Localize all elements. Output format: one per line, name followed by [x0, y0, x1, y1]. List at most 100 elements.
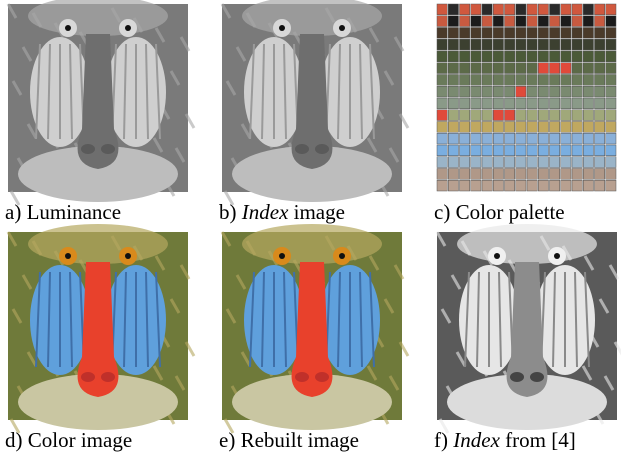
- fur: [225, 308, 237, 324]
- fur: [179, 36, 191, 52]
- palette-cell: [515, 86, 527, 98]
- fur: [393, 36, 405, 52]
- palette-cell: [459, 121, 470, 133]
- palette-cell: [583, 180, 594, 192]
- pupil: [65, 253, 71, 259]
- palette-cell: [526, 168, 538, 180]
- fur: [435, 231, 447, 247]
- palette-cell: [436, 168, 448, 180]
- palette-cell: [515, 97, 527, 109]
- palette-cell: [538, 86, 549, 98]
- fur: [440, 308, 452, 324]
- palette-cell: [560, 50, 572, 62]
- palette-cell: [560, 39, 572, 51]
- palette-cell: [549, 74, 560, 86]
- palette-cell: [481, 74, 493, 86]
- palette-cell: [481, 121, 493, 133]
- palette-cell: [459, 144, 470, 156]
- fur: [9, 190, 21, 206]
- fur: [388, 147, 400, 163]
- caption-italic: Index: [241, 200, 289, 224]
- palette-cell: [481, 156, 493, 168]
- palette-cell: [448, 15, 459, 27]
- nostril: [510, 372, 524, 382]
- fur: [220, 231, 232, 247]
- fur: [154, 27, 166, 43]
- palette-cell: [459, 62, 470, 74]
- palette-cell: [481, 27, 493, 39]
- palette-cell: [571, 156, 583, 168]
- fur: [366, 365, 378, 381]
- fur: [174, 147, 186, 163]
- palette-cell: [515, 133, 527, 145]
- palette-cell: [605, 50, 617, 62]
- forehead: [28, 224, 168, 264]
- palette-cell: [549, 180, 560, 192]
- fur: [179, 264, 191, 280]
- palette-cell: [470, 86, 482, 98]
- caption-italic: Index: [452, 428, 500, 452]
- palette-cell: [515, 62, 527, 74]
- palette-cell: [526, 15, 538, 27]
- fur: [223, 418, 235, 434]
- palette-cell: [504, 97, 515, 109]
- palette-cell: [481, 97, 493, 109]
- image: [220, 0, 410, 206]
- pupil: [279, 253, 285, 259]
- palette-cell: [436, 144, 448, 156]
- nostril: [295, 144, 309, 154]
- pupil: [279, 25, 285, 31]
- nostril: [295, 372, 309, 382]
- pupil: [494, 253, 500, 259]
- cheek-ridge: [261, 43, 265, 140]
- cheek-ridge: [155, 43, 161, 140]
- palette-cell: [571, 168, 583, 180]
- palette-cell: [493, 74, 504, 86]
- caption-text: from [4]: [505, 428, 576, 452]
- palette-cell: [549, 109, 560, 121]
- palette-cell: [605, 74, 617, 86]
- palette-cell: [448, 133, 459, 145]
- palette-cell: [538, 62, 549, 74]
- palette-cell: [583, 39, 594, 51]
- beard: [18, 374, 178, 430]
- palette-cell: [493, 180, 504, 192]
- palette-cell: [504, 62, 515, 74]
- palette-cell: [493, 133, 504, 145]
- pupil: [125, 25, 131, 31]
- palette-cell: [515, 27, 527, 39]
- fur: [613, 341, 621, 356]
- palette-cell: [526, 97, 538, 109]
- fur: [603, 375, 615, 391]
- palette-cell: [448, 62, 459, 74]
- palette-cell: [448, 109, 459, 121]
- palette-cell: [594, 168, 605, 180]
- palette-cell: [436, 109, 448, 121]
- palette-cell: [605, 121, 617, 133]
- palette-cell: [493, 144, 504, 156]
- palette-cell: [504, 3, 515, 15]
- fur: [6, 3, 18, 19]
- palette-cell: [605, 109, 617, 121]
- palette-cell: [583, 144, 594, 156]
- fur: [11, 308, 23, 324]
- pupil: [65, 25, 71, 31]
- palette-cell: [493, 156, 504, 168]
- palette-cell: [526, 133, 538, 145]
- palette-cell: [448, 156, 459, 168]
- palette-cell: [594, 62, 605, 74]
- palette-cell: [436, 97, 448, 109]
- palette-cell: [549, 27, 560, 39]
- fur: [9, 418, 21, 434]
- cheek-ridge: [69, 271, 73, 368]
- fur: [240, 351, 252, 367]
- fur: [223, 190, 235, 206]
- palette-cell: [549, 133, 560, 145]
- fur: [26, 123, 38, 139]
- palette-cell: [571, 3, 583, 15]
- palette-cell: [436, 62, 448, 74]
- image: [220, 224, 410, 434]
- fur: [174, 375, 186, 391]
- nostril: [315, 372, 329, 382]
- palette-cell: [459, 50, 470, 62]
